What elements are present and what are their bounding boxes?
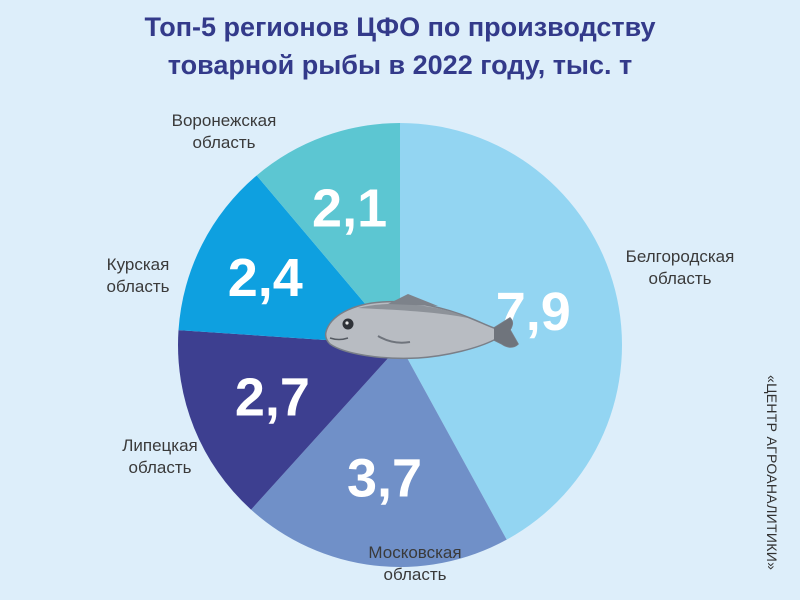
pie-slice <box>178 175 400 345</box>
pie-slice <box>256 122 400 345</box>
slice-value-label: 2,1 <box>312 178 387 238</box>
pie-slice <box>251 345 507 567</box>
fish-icon <box>324 294 519 360</box>
slice-category-label: Курская область <box>107 255 170 296</box>
slice-value-label: 2,7 <box>235 368 310 428</box>
slice-category-label: Белгородская область <box>626 247 735 288</box>
chart-title-line-1: Топ-5 регионов ЦФО по производству <box>144 12 656 42</box>
chart-title-line-2: товарной рыбы в 2022 году, тыс. т <box>167 50 633 80</box>
chart-title: Топ-5 регионов ЦФО по производству товар… <box>0 8 800 84</box>
pie-slice <box>178 330 400 510</box>
slice-category-label: Воронежская область <box>172 111 277 152</box>
slice-value-label: 3,7 <box>347 448 422 508</box>
slice-category-label: Липецкая область <box>122 436 198 477</box>
source-credit: «ЦЕНТР АГРОАНАЛИТИКИ» <box>764 375 780 571</box>
slice-value-label: 2,4 <box>228 248 303 308</box>
slice-category-label: Московская область <box>368 543 461 584</box>
